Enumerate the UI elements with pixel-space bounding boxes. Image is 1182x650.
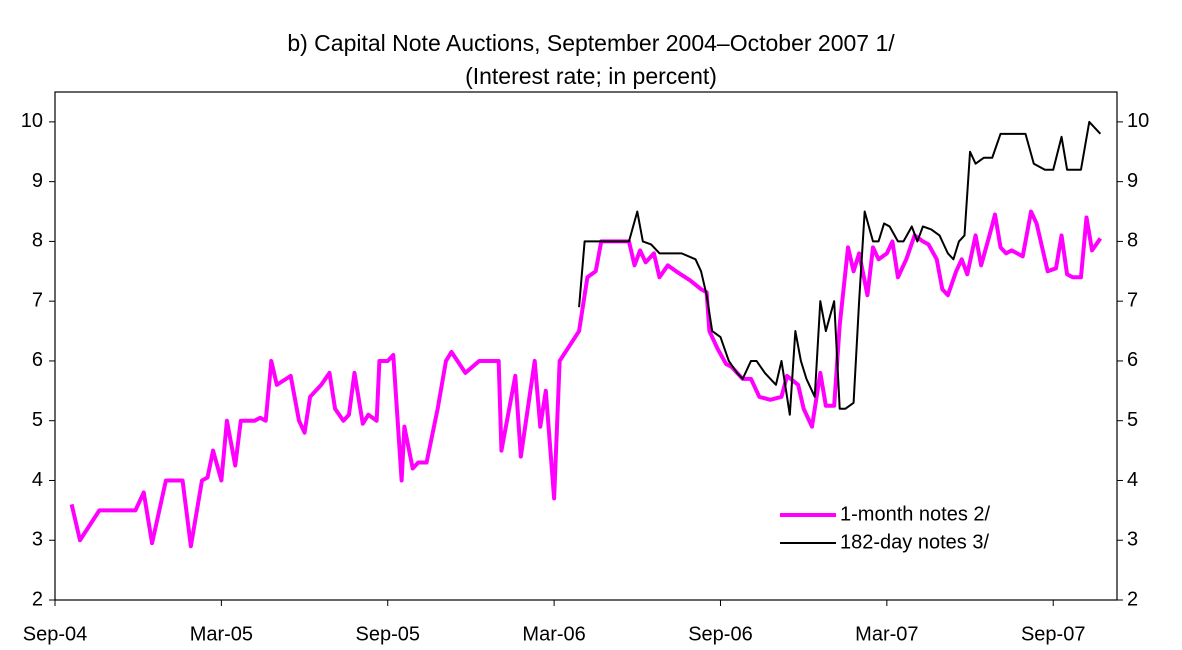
y-tick-label: 6: [32, 349, 43, 371]
y2-tick-label: 9: [1127, 170, 1138, 192]
chart-title: b) Capital Note Auctions, September 2004…: [287, 30, 895, 56]
y-tick-label: 4: [32, 469, 43, 491]
x-tick-label: Mar-07: [855, 623, 918, 645]
series-line: [578, 120, 1102, 416]
y2-tick-label: 10: [1127, 110, 1149, 132]
x-tick-label: Sep-04: [23, 623, 88, 645]
y2-tick-label: 7: [1127, 289, 1138, 311]
x-tick-label: Mar-06: [522, 623, 585, 645]
x-tick-label: Mar-05: [190, 623, 253, 645]
chart-subtitle: (Interest rate; in percent): [465, 63, 717, 89]
y-tick-label: 10: [21, 110, 43, 132]
y2-tick-label: 3: [1127, 529, 1138, 551]
y2-tick-label: 8: [1127, 230, 1138, 252]
y-tick-label: 5: [32, 409, 43, 431]
y-tick-label: 7: [32, 289, 43, 311]
y-tick-label: 3: [32, 529, 43, 551]
x-tick-label: Sep-06: [688, 623, 753, 645]
y-tick-label: 2: [32, 588, 43, 610]
y-tick-label: 8: [32, 230, 43, 252]
y2-tick-label: 4: [1127, 469, 1138, 491]
y-tick-label: 9: [32, 170, 43, 192]
y2-tick-label: 2: [1127, 588, 1138, 610]
series-line: [69, 209, 1103, 549]
y2-tick-label: 6: [1127, 349, 1138, 371]
plot-frame: [54, 91, 1118, 601]
legend-label: 1-month notes 2/: [840, 503, 991, 525]
x-tick-label: Sep-07: [1021, 623, 1086, 645]
y2-tick-label: 5: [1127, 409, 1138, 431]
x-tick-label: Sep-05: [355, 623, 420, 645]
legend-label: 182-day notes 3/: [840, 531, 989, 553]
